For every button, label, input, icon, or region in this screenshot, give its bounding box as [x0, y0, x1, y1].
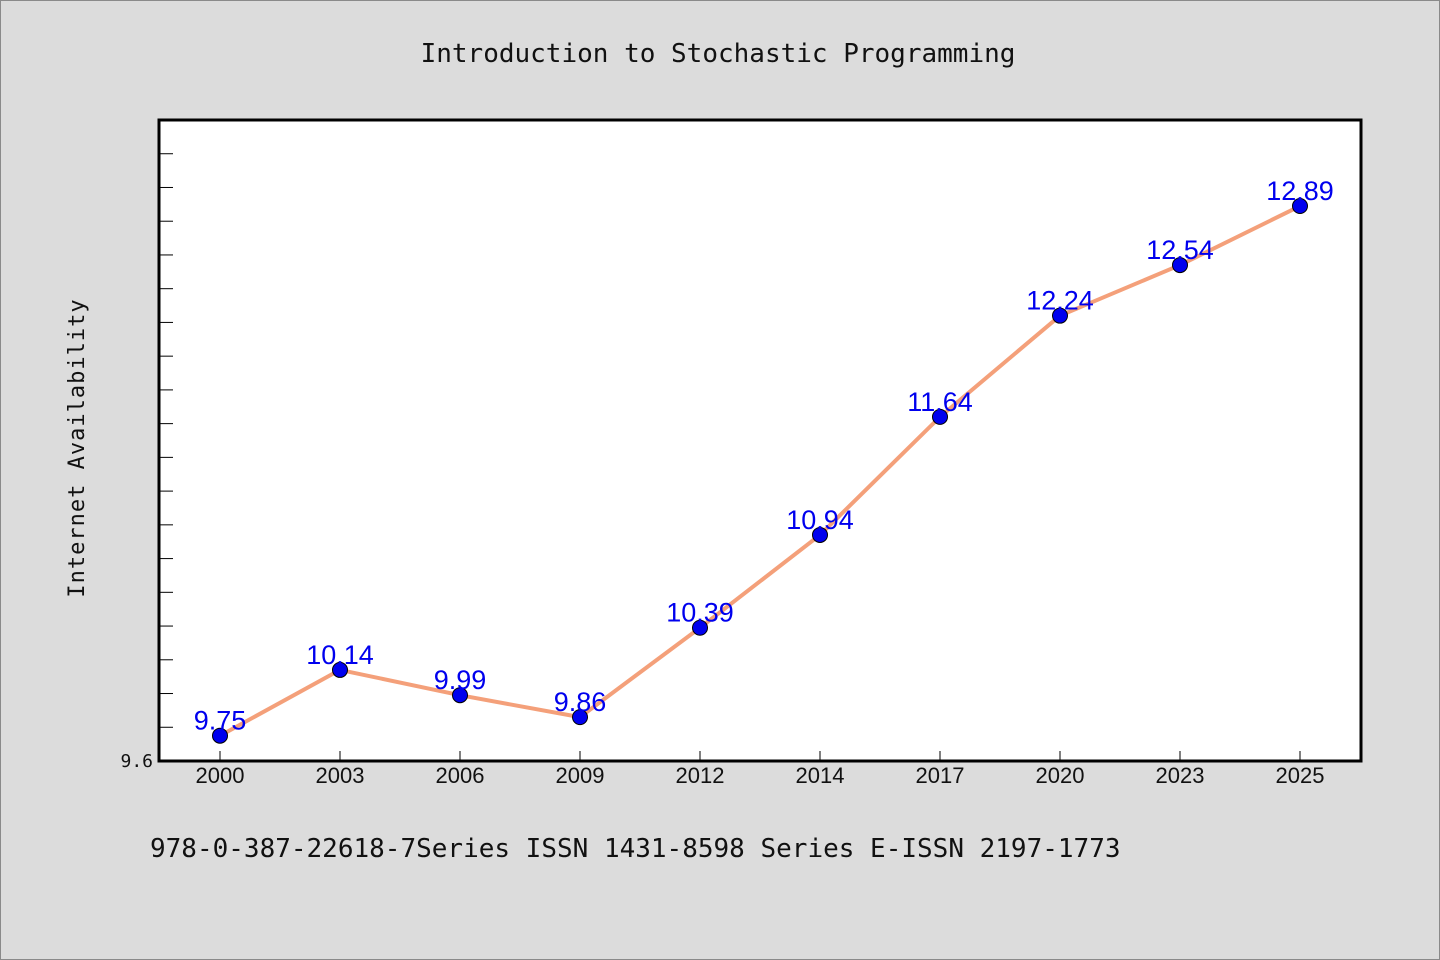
- data-point: [692, 619, 708, 636]
- x-tick-label: 2017: [916, 763, 965, 788]
- data-label: 12.24: [1026, 286, 1094, 316]
- data-point: [932, 408, 948, 425]
- data-label: 9.86: [554, 687, 607, 717]
- y-axis-label: Internet Availability: [65, 298, 90, 597]
- data-point: [452, 687, 468, 704]
- footer-isbn-text: 978-0-387-22618-7Series ISSN 1431-8598 S…: [150, 834, 1121, 864]
- data-point: [812, 526, 828, 543]
- data-label: 10.94: [786, 505, 854, 535]
- y-tick-label: 9.6: [120, 751, 153, 772]
- data-label: 9.75: [194, 706, 247, 736]
- data-label: 10.39: [666, 598, 734, 628]
- data-point: [572, 709, 588, 726]
- plot-area: [157, 118, 1363, 763]
- data-point: [332, 661, 348, 678]
- data-point: [1292, 198, 1308, 215]
- x-tick-label: 2023: [1156, 763, 1205, 788]
- x-axis-ticks: 2000 2003 2006 2009 2012 2014 2017 2020 2023 2025: [196, 751, 1325, 788]
- data-point: [212, 727, 228, 744]
- data-label: 9.99: [434, 665, 487, 695]
- data-point: [1052, 307, 1068, 324]
- x-tick-label: 2003: [316, 763, 365, 788]
- data-label: 12.89: [1266, 176, 1334, 206]
- data-labels: 9.75 10.14 9.99 9.86 10.39 10.94 11.64 12.24 12.…: [194, 176, 1334, 736]
- data-label: 10.14: [306, 640, 374, 670]
- chart-title: Introduction to Stochastic Programming: [421, 39, 1016, 69]
- x-tick-label: 2025: [1276, 763, 1325, 788]
- y-axis-ticks: 9.6: [120, 153, 173, 772]
- data-label: 12.54: [1146, 235, 1214, 265]
- series-line: [219, 204, 1301, 738]
- x-tick-label: 2006: [436, 763, 485, 788]
- x-tick-label: 2012: [676, 763, 725, 788]
- x-tick-label: 2009: [556, 763, 605, 788]
- data-label: 11.64: [907, 387, 973, 417]
- x-tick-label: 2020: [1036, 763, 1085, 788]
- series-group: [212, 198, 1308, 744]
- x-tick-label: 2000: [196, 763, 245, 788]
- data-point: [1172, 257, 1188, 274]
- x-tick-label: 2014: [796, 763, 845, 788]
